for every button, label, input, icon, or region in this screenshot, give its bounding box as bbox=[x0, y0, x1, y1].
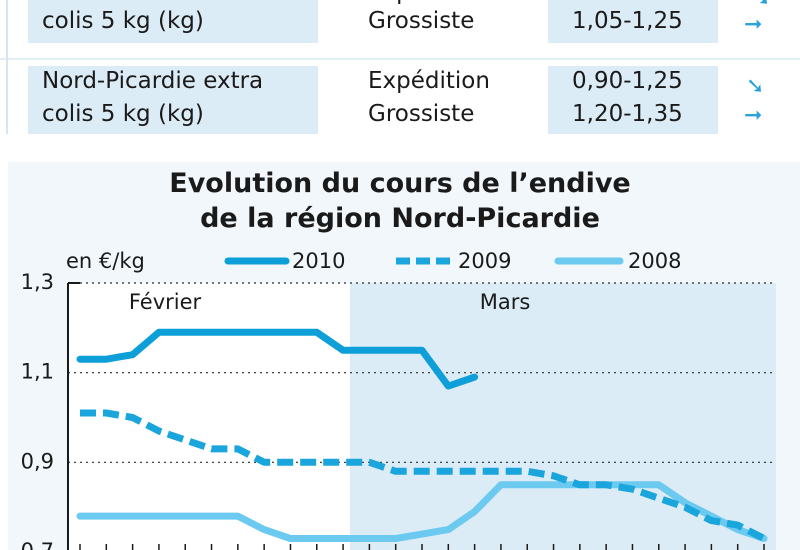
y-tick-label: 1,1 bbox=[21, 360, 54, 384]
row-divider bbox=[0, 58, 800, 60]
price-cell-shade bbox=[548, 0, 718, 43]
series-line-2010 bbox=[76, 328, 479, 390]
stage-line: Expédition bbox=[368, 68, 490, 94]
price-line: 1,05-1,25 bbox=[572, 8, 683, 34]
right-arrow-icon: ➞ bbox=[744, 103, 763, 128]
legend-label: 2008 bbox=[628, 249, 681, 273]
down-right-arrow-icon: ➘ bbox=[746, 74, 765, 99]
y-tick-label: 0,9 bbox=[21, 449, 54, 473]
origin-line: colis 5 kg (kg) bbox=[42, 101, 204, 127]
price-cell-shade bbox=[548, 66, 718, 134]
month-label: Mars bbox=[480, 290, 531, 314]
right-arrow-icon: ➞ bbox=[744, 12, 763, 37]
price-line: 0,90-1,25 bbox=[572, 68, 683, 94]
origin-line: Nord-Picardie extra bbox=[42, 68, 264, 94]
legend-label: 2009 bbox=[458, 249, 511, 273]
stage-line: Grossiste bbox=[368, 101, 475, 127]
table-left-border bbox=[6, 0, 8, 134]
y-tick-label: 0,7 bbox=[21, 539, 54, 550]
price-table: colis 5 kg (kg) Expédition Grossiste 1,0… bbox=[0, 0, 800, 140]
down-right-arrow-icon: ➘ bbox=[752, 0, 770, 11]
month-band-march bbox=[350, 283, 776, 550]
stage-line: Expédition bbox=[368, 0, 490, 9]
y-axis-label: en €/kg bbox=[66, 249, 145, 273]
month-label: Février bbox=[129, 290, 202, 314]
series-line-2008 bbox=[76, 481, 768, 542]
origin-cell-shade bbox=[28, 0, 318, 43]
origin-line: colis 5 kg (kg) bbox=[42, 8, 204, 34]
origin-cell-shade bbox=[28, 66, 318, 134]
y-tick-label: 1,3 bbox=[21, 270, 54, 294]
price-line: 1,20-1,35 bbox=[572, 101, 683, 127]
legend-label: 2010 bbox=[292, 249, 345, 273]
chart-title: Evolution du cours de l’endive bbox=[169, 168, 631, 199]
chart-subtitle: de la région Nord-Picardie bbox=[200, 203, 600, 234]
stage-line: Grossiste bbox=[368, 8, 475, 34]
series-line-2009 bbox=[80, 409, 766, 542]
